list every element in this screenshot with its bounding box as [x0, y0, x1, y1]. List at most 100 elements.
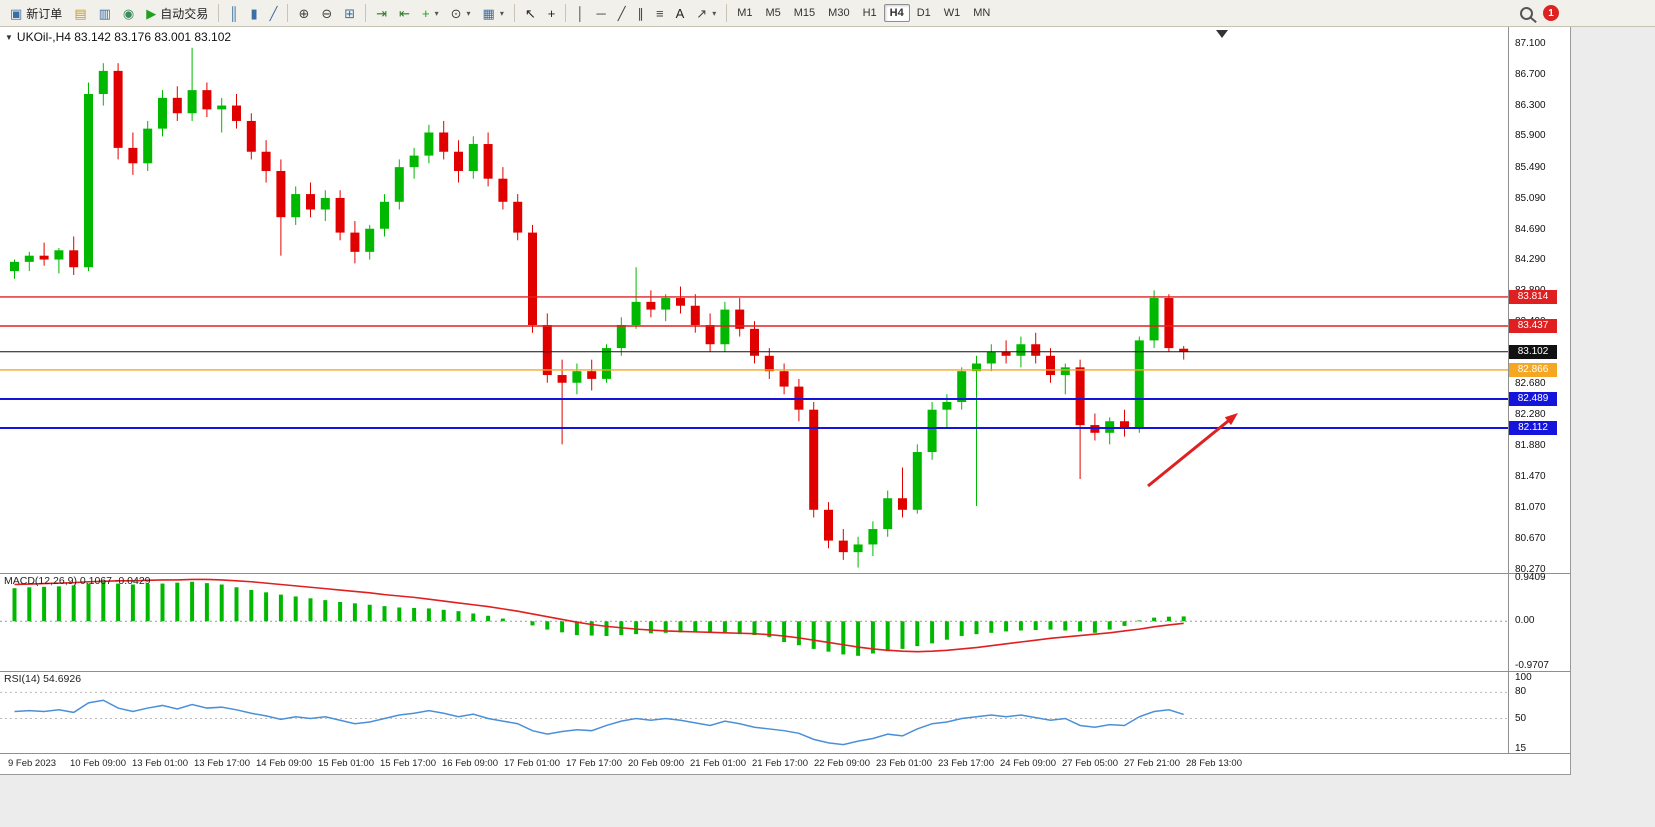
candle-body — [602, 348, 611, 379]
rsi-label: RSI(14) 54.6926 — [4, 673, 82, 685]
candle-body — [498, 178, 508, 202]
timeframe-h1[interactable]: H1 — [862, 7, 877, 19]
time-axis-label: 16 Feb 09:00 — [442, 758, 498, 769]
price-plot[interactable]: ▼ UKOil-,H4 83.142 83.176 83.001 83.102 — [0, 27, 1508, 573]
market-watch-icon[interactable]: ▤ — [68, 1, 92, 25]
candle-body — [853, 544, 863, 553]
horizontal-line-icon[interactable]: ─ — [590, 1, 611, 25]
price-axis-label: 87.100 — [1515, 37, 1546, 49]
candle-body — [912, 452, 922, 510]
candle-body — [261, 151, 271, 171]
zoom-out-icon[interactable]: ⊖ — [315, 1, 338, 25]
rsi-plot[interactable]: RSI(14) 54.6926 — [0, 672, 1508, 753]
rsi-scale[interactable]: 100 80 50 15 — [1508, 672, 1570, 754]
price-axis-label: 80.670 — [1515, 533, 1546, 545]
candle-body — [409, 155, 419, 168]
timeframe-mn[interactable]: MN — [973, 7, 991, 19]
templates-button[interactable]: ▦ ▾ — [477, 1, 510, 25]
candle-body — [942, 401, 952, 410]
tile-windows-icon: ⊞ — [344, 5, 356, 21]
annotation-arrow[interactable] — [1147, 413, 1238, 488]
price-tag: 83.437 — [1509, 318, 1557, 333]
timeframe-w1[interactable]: W1 — [943, 7, 961, 19]
price-axis-label: 81.880 — [1515, 439, 1546, 451]
time-axis-label: 17 Feb 01:00 — [504, 758, 560, 769]
chevron-down-icon: ▾ — [712, 8, 717, 18]
fibonacci-icon[interactable]: ≡ — [650, 1, 670, 25]
fibonacci-icon: ≡ — [656, 5, 664, 21]
timeframe-m15[interactable]: M15 — [793, 7, 816, 19]
arrow-line — [1147, 416, 1233, 488]
macd-chart[interactable] — [0, 574, 1508, 671]
timeframe-m1[interactable]: M1 — [737, 7, 753, 19]
periods-button[interactable]: ⊙ ▾ — [445, 1, 477, 25]
data-window-icon[interactable]: ▥ — [93, 1, 117, 25]
arrows-icon[interactable]: ↗ ▾ — [690, 1, 722, 25]
auto-scroll-icon: ⇥ — [376, 5, 388, 21]
chevron-down-icon: ▾ — [499, 8, 504, 18]
channel-icon[interactable]: ∥ — [632, 1, 651, 25]
candle-body — [350, 232, 360, 252]
macd-scale[interactable]: 0.9409 0.00 -0.9707 — [1508, 572, 1570, 671]
candle-body — [779, 371, 789, 387]
search-icon[interactable] — [1520, 6, 1533, 20]
zoom-in-icon: ⊕ — [298, 5, 310, 21]
navigator-icon[interactable]: ◉ — [117, 1, 140, 25]
bar-chart-icon[interactable]: ║ — [223, 1, 244, 25]
price-axis-label: 80.270 — [1515, 563, 1546, 575]
price-tag: 82.112 — [1509, 421, 1557, 436]
time-axis-label: 27 Feb 21:00 — [1124, 758, 1180, 769]
trendline-icon[interactable]: ╱ — [612, 1, 632, 25]
crosshair-icon[interactable]: + — [542, 1, 562, 25]
text-icon[interactable]: A — [670, 1, 691, 25]
time-axis[interactable]: 9 Feb 2023 10 Feb 09:00 13 Feb 01:00 13 Feb… — [0, 753, 1570, 774]
candle-body — [927, 409, 937, 453]
new-order-button[interactable]: ▣ 新订单 — [4, 1, 68, 25]
vertical-line-icon[interactable]: │ — [570, 1, 590, 25]
indicators-button[interactable]: + ▾ — [416, 1, 445, 25]
candle-body — [424, 132, 434, 156]
cursor-icon[interactable]: ↖ — [519, 1, 542, 25]
templates-button: ▦ — [482, 5, 495, 21]
macd-axis-label: 0.00 — [1515, 615, 1535, 627]
auto-scroll-icon[interactable]: ⇥ — [370, 1, 393, 25]
candle-body — [98, 70, 108, 94]
candle-body — [143, 128, 153, 164]
price-axis-label: 81.470 — [1515, 471, 1546, 483]
chart-shift-icon: ⇤ — [399, 5, 410, 21]
chart-shift-icon[interactable]: ⇤ — [393, 1, 416, 25]
candle-body — [646, 301, 656, 310]
time-axis-label: 21 Feb 01:00 — [690, 758, 746, 769]
candlestick-chart[interactable] — [0, 27, 1508, 573]
candle-body — [1134, 340, 1144, 429]
time-axis-label: 10 Feb 09:00 — [70, 758, 126, 769]
price-scale[interactable]: 87.100 86.700 86.300 85.900 85.490 85.090 84.6… — [1508, 27, 1570, 575]
candle-body — [809, 409, 819, 510]
timeframe-h4[interactable]: H4 — [883, 4, 910, 22]
macd-histogram — [12, 581, 1186, 656]
line-chart-icon[interactable]: ╱ — [264, 1, 284, 25]
auto-trading-button[interactable]: ▶ 自动交易 — [140, 1, 214, 25]
candle-body — [291, 194, 301, 218]
candle-body — [542, 324, 552, 376]
candle-body — [1031, 344, 1041, 356]
rsi-chart[interactable] — [0, 672, 1508, 753]
candle-body — [1164, 298, 1174, 349]
timeframe-m5[interactable]: M5 — [765, 7, 781, 19]
zoom-in-icon[interactable]: ⊕ — [292, 1, 315, 25]
tile-windows-icon[interactable]: ⊞ — [338, 1, 361, 25]
candle-body — [705, 324, 715, 345]
price-tag: 83.814 — [1509, 289, 1557, 304]
candlestick-chart-icon[interactable]: ▮ — [244, 1, 263, 25]
time-axis-label: 27 Feb 05:00 — [1062, 758, 1118, 769]
price-axis-label: 85.900 — [1515, 130, 1546, 142]
candle-body — [113, 70, 123, 148]
timeframe-m30[interactable]: M30 — [828, 7, 850, 19]
time-axis-label: 15 Feb 17:00 — [380, 758, 436, 769]
candle-body — [720, 309, 730, 345]
notification-badge[interactable]: 1 — [1543, 5, 1559, 21]
timeframe-d1[interactable]: D1 — [916, 7, 931, 19]
macd-plot[interactable]: MACD(12,26,9) 0.1067 -0.0429 — [0, 574, 1508, 671]
candle-body — [276, 170, 286, 218]
chart-shift-marker-icon[interactable] — [1216, 30, 1228, 38]
